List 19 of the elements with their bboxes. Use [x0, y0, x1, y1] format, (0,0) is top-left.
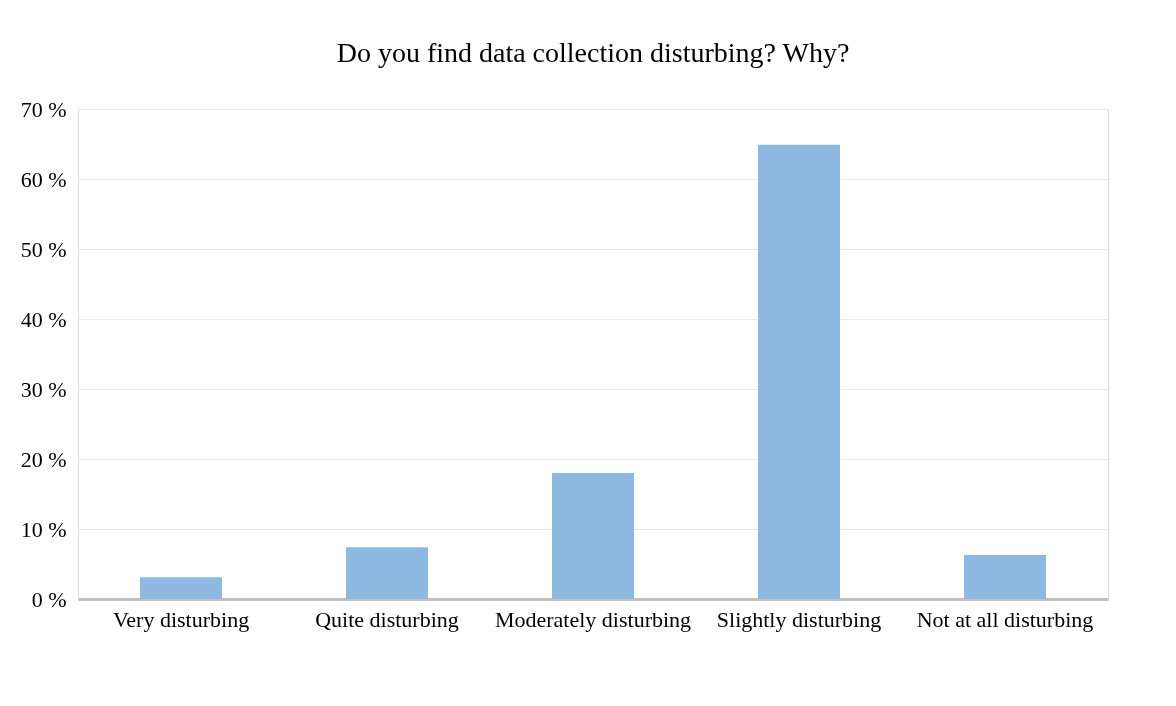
y-tick-label: 10 % — [20, 516, 67, 542]
y-tick-label: 20 % — [20, 446, 67, 472]
bar — [140, 577, 222, 599]
x-tick-label: Slightly disturbing — [716, 606, 882, 632]
x-tick-label: Moderately disturbing — [494, 606, 692, 632]
y-tick-label: 70 % — [20, 96, 67, 122]
y-tick-label: 30 % — [20, 376, 67, 402]
x-tick-label: Quite disturbing — [315, 606, 459, 632]
bar — [964, 554, 1046, 599]
y-tick-label: 40 % — [20, 306, 67, 332]
y-tick-label: 60 % — [20, 166, 67, 192]
bar — [758, 144, 840, 599]
bar — [346, 547, 428, 599]
y-tick-label: 0 % — [31, 586, 67, 612]
x-tick-label: Not at all disturbing — [916, 606, 1094, 632]
y-tick-label: 50 % — [20, 236, 67, 262]
bar — [552, 473, 634, 599]
x-tick-label: Very disturbing — [112, 606, 250, 632]
chart-title: Do you find data collection disturbing? Why? — [336, 37, 850, 68]
